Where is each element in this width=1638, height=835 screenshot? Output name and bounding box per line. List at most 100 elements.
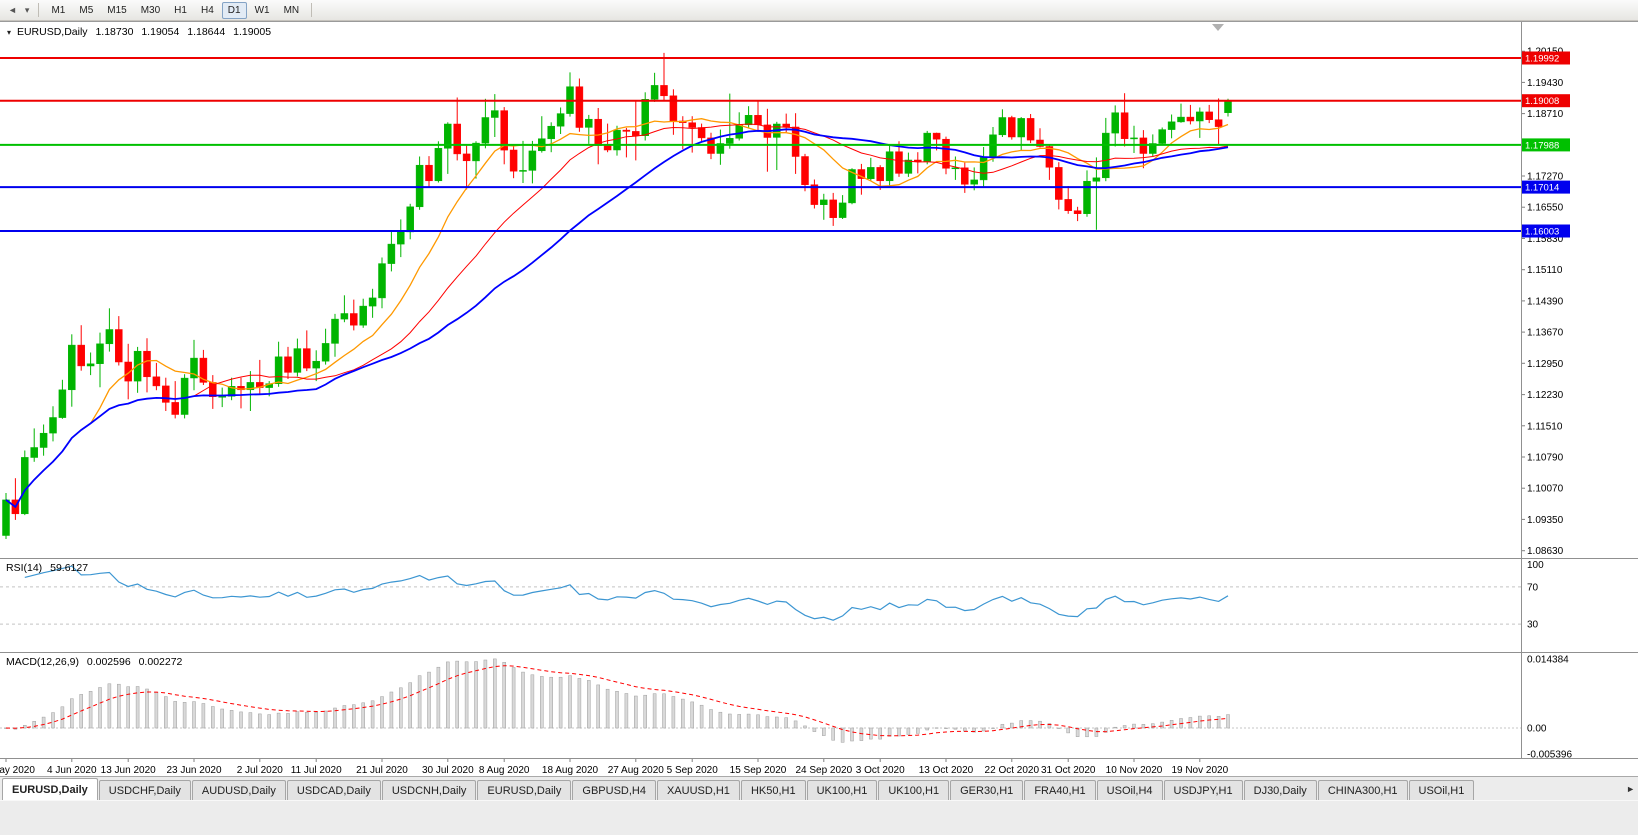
price-badge-label: 1.17988 [1525,140,1559,151]
timeframe-button-m5[interactable]: M5 [79,4,94,16]
chart-tab-usdchf-daily[interactable]: USDCHF,Daily [98,780,191,800]
date-label: 5 Sep 2020 [667,765,719,776]
y-axis-label: 1.19430 [1527,78,1564,89]
y-axis-label: 1.17270 [1527,172,1564,183]
rsi-axis-label: 100 [1527,560,1544,571]
tabs-scroll-right-icon[interactable]: ► [1626,784,1635,794]
date-label: 24 Sep 2020 [795,765,852,776]
date-label: 26 May 2020 [0,765,35,776]
chart-back-icon[interactable]: ◄ [8,5,17,15]
y-axis-label: 1.13670 [1527,328,1564,339]
chart-tab-ger30-h1[interactable]: GER30,H1 [950,780,1024,800]
y-axis-label: 1.18710 [1527,109,1564,120]
rsi-axis-label: 70 [1527,582,1539,593]
ohlc-open-value: 1.18730 [95,26,134,38]
y-axis-label: 1.15110 [1527,265,1563,276]
ohlc-close-value: 1.19005 [233,26,272,38]
ma-slow-blue [5,128,1229,509]
timeframe-button-mn[interactable]: MN [283,4,300,16]
date-label: 11 Jul 2020 [291,765,342,776]
timeframe-button-group: M1 M5 M15 M30 H1 H4 D1 W1 MN [44,1,306,19]
y-axis-label: 1.14390 [1527,296,1564,307]
date-label: 23 Jun 2020 [166,765,221,776]
chart-tab-usoil-h1[interactable]: USOil,H1 [1408,780,1475,800]
chart-tab-dj30-daily[interactable]: DJ30,Daily [1243,780,1317,800]
rsi-indicator-value: 59.6127 [50,562,89,574]
chart-tab-china300-h1[interactable]: CHINA300,H1 [1317,780,1408,800]
chart-tab-usdcad-daily[interactable]: USDCAD,Daily [286,780,381,800]
chart-shift-marker-icon[interactable] [1212,24,1224,31]
chart-tab-fra40-h1[interactable]: FRA40,H1 [1024,780,1096,800]
rsi-axis-label: 30 [1527,620,1539,631]
price-badge-label: 1.19008 [1525,96,1559,107]
toolbar-separator [38,3,40,17]
macd-main-value: 0.002596 [86,656,131,668]
macd-signal-value: 0.002272 [138,656,183,668]
rsi-indicator-name: RSI(14) [6,562,43,574]
dropdown-arrow-icon[interactable]: ▾ [24,4,30,15]
y-axis-label: 1.16550 [1527,203,1564,214]
y-axis-label: 1.09350 [1527,515,1564,526]
date-label: 3 Oct 2020 [856,765,905,776]
y-axis-label: 1.08630 [1527,546,1564,557]
macd-histogram [4,658,1230,743]
date-label: 13 Oct 2020 [919,765,974,776]
timeframe-button-d1[interactable]: D1 [221,1,247,19]
price-badge [1522,51,1570,65]
chart-tab-xauusd-h1[interactable]: XAUUSD,H1 [656,780,740,800]
chart-tab-gbpusd-h4[interactable]: GBPUSD,H4 [572,780,656,800]
date-label: 30 Jul 2020 [422,765,474,776]
rsi-line [24,565,1229,621]
price-badge [1522,224,1570,238]
price-chart-canvas[interactable]: 1.201501.194301.187101.179901.172701.165… [0,22,1638,777]
timeframe-button-m1[interactable]: M1 [51,4,66,16]
date-label: 19 Nov 2020 [1171,765,1228,776]
chart-tab-eurusd-daily[interactable]: EURUSD,Daily [2,778,98,800]
toolbar: ◄ ▾ M1 M5 M15 M30 H1 H4 D1 W1 MN [0,0,1638,21]
toolbar-separator [311,3,313,17]
y-axis-label: 1.10070 [1527,484,1564,495]
chart-area: 1.201501.194301.187101.179901.172701.165… [0,21,1638,776]
price-badge-label: 1.16003 [1525,227,1559,238]
date-label: 13 Jun 2020 [101,765,156,776]
ma-mid-red [5,123,1229,508]
chart-symbol-label: EURUSD,Daily [16,26,88,38]
chart-tab-uk100-h1[interactable]: UK100,H1 [878,780,950,800]
chart-tabs: EURUSD,Daily USDCHF,Daily AUDUSD,Daily USDC… [2,778,1622,800]
chart-tab-usoil-h4[interactable]: USOil,H4 [1096,780,1163,800]
timeframe-button-h4[interactable]: H4 [200,4,214,16]
macd-signal-line [5,665,1229,737]
y-axis-label: 1.12230 [1527,390,1564,401]
chart-tab-eurusd-daily[interactable]: EURUSD,Daily [477,780,572,800]
price-badge-label: 1.19992 [1525,54,1559,65]
y-axis-label: 1.15830 [1527,234,1564,245]
chart-tab-uk100-h1[interactable]: UK100,H1 [806,780,878,800]
timeframe-button-w1[interactable]: W1 [254,4,270,16]
date-label: 21 Jul 2020 [356,765,408,776]
status-bar [0,800,1638,835]
candlestick-series [2,52,1232,539]
timeframe-button-h1[interactable]: H1 [174,4,187,16]
date-label: 4 Jun 2020 [47,765,97,776]
macd-axis-label: 0.00 [1527,724,1547,735]
chart-tab-audusd-daily[interactable]: AUDUSD,Daily [191,780,286,800]
timeframe-button-m30[interactable]: M30 [140,4,161,16]
macd-axis-label: -0.005396 [1527,749,1572,760]
date-label: 10 Nov 2020 [1106,765,1163,776]
date-label: 22 Oct 2020 [985,765,1040,776]
chart-tab-usdcnh-daily[interactable]: USDCNH,Daily [381,780,477,800]
date-label: 18 Aug 2020 [542,765,599,776]
macd-indicator-name: MACD(12,26,9) [6,656,79,668]
symbol-marker-icon[interactable]: ▾ [7,28,12,37]
chart-title: ▾ EURUSD,Daily 1.18730 1.19054 1.18644 1… [7,26,276,38]
macd-axis-label: 0.014384 [1527,654,1569,665]
y-axis-label: 1.10790 [1527,453,1564,464]
ma-fast-orange [5,118,1229,508]
macd-panel-label: MACD(12,26,9) 0.002596 0.002272 [6,656,187,668]
chart-tab-hk50-h1[interactable]: HK50,H1 [740,780,806,800]
timeframe-button-m15[interactable]: M15 [107,4,127,16]
ohlc-low-value: 1.18644 [187,26,226,38]
chart-tab-usdjpy-h1[interactable]: USDJPY,H1 [1163,780,1243,800]
price-badge-label: 1.17014 [1525,183,1559,194]
date-label: 31 Oct 2020 [1041,765,1096,776]
